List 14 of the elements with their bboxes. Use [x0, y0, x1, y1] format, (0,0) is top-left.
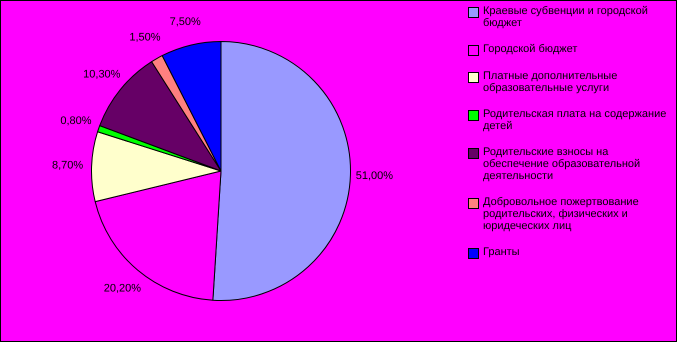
data-label: 0,80% — [60, 114, 92, 127]
legend-label: Платные дополнительные образовательные услуги — [483, 70, 618, 94]
legend-label: Краевые субвенции и городской бюджет — [483, 5, 649, 29]
legend-label: Родительская плата на содержание детей — [483, 108, 668, 132]
data-label: 7,50% — [170, 16, 201, 28]
legend-label: Добровольное пожертвование родительских, физических и юридеческих лиц — [483, 196, 640, 232]
legend-label: Гранты — [483, 246, 520, 258]
data-label: 10,30% — [83, 68, 121, 80]
data-label: 8,70% — [52, 160, 84, 172]
data-label: 20,20% — [104, 282, 142, 295]
data-label: 51,00% — [356, 170, 394, 182]
legend-label: Городской бюджет — [483, 43, 578, 55]
data-label: 1,50% — [129, 32, 161, 44]
legend-label: Родительские взносы на обеспечение образовательной деятельности — [483, 146, 642, 182]
